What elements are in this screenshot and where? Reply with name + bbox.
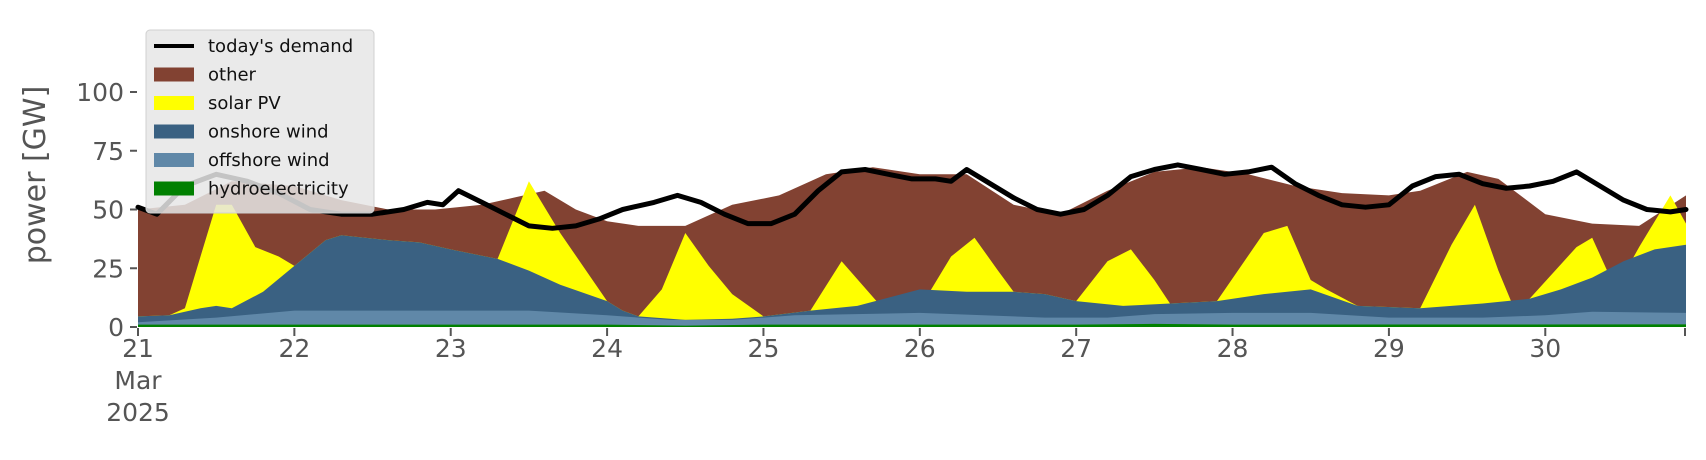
y-tick-label-0: 0 xyxy=(108,313,124,342)
legend-swatch-offshore-wind xyxy=(154,153,194,167)
legend-box xyxy=(145,29,375,214)
area-hydroelectricity xyxy=(138,323,1686,327)
y-axis-label: power [GW] xyxy=(18,86,53,265)
demand-line-layer xyxy=(135,162,1689,231)
x-tick-label-24: 24 xyxy=(591,334,623,363)
series-line-today-s-demand xyxy=(135,162,1689,231)
y-tick-label-75: 75 xyxy=(92,137,124,166)
legend: today's demand other solar PV onshore wind o… xyxy=(145,29,375,214)
legend-swatch-onshore-wind xyxy=(154,124,194,139)
x-tick-label-29: 29 xyxy=(1373,334,1405,363)
x-tick-label-27: 27 xyxy=(1060,334,1092,363)
x-tick-label-22: 22 xyxy=(278,334,310,363)
x-tick-label-25: 25 xyxy=(748,334,780,363)
y-tick-label-50: 50 xyxy=(92,196,124,225)
legend-label-onshore-wind: onshore wind xyxy=(208,122,329,143)
y-axis: 0 25 50 75 100 xyxy=(76,78,137,342)
y-tick-label-25: 25 xyxy=(92,254,124,283)
x-tick-label-21-mar-2025: 21 Mar 2025 xyxy=(106,334,170,427)
area-onshore-wind xyxy=(138,235,1686,327)
legend-label-today-s-demand: today's demand xyxy=(208,36,353,57)
legend-swatch-solar-pv xyxy=(154,96,194,110)
area-offshore-wind xyxy=(138,310,1686,327)
area-layers xyxy=(138,167,1686,327)
x-tick-label-23: 23 xyxy=(435,334,467,363)
legend-label-solar-pv: solar PV xyxy=(208,93,281,114)
legend-swatch-hydroelectricity xyxy=(154,181,194,196)
x-tick-label-26: 26 xyxy=(904,334,936,363)
x-axis: 21 Mar 2025 22 23 24 25 26 27 28 29 30 xyxy=(106,328,1686,427)
legend-label-offshore-wind: offshore wind xyxy=(208,150,330,171)
legend-swatch-other xyxy=(154,67,194,82)
x-tick-label-30: 30 xyxy=(1529,334,1561,363)
x-tick-label-28: 28 xyxy=(1217,334,1249,363)
y-tick-label-100: 100 xyxy=(76,78,124,107)
legend-label-other: other xyxy=(208,65,257,86)
legend-label-hydroelectricity: hydroelectricity xyxy=(208,179,349,200)
